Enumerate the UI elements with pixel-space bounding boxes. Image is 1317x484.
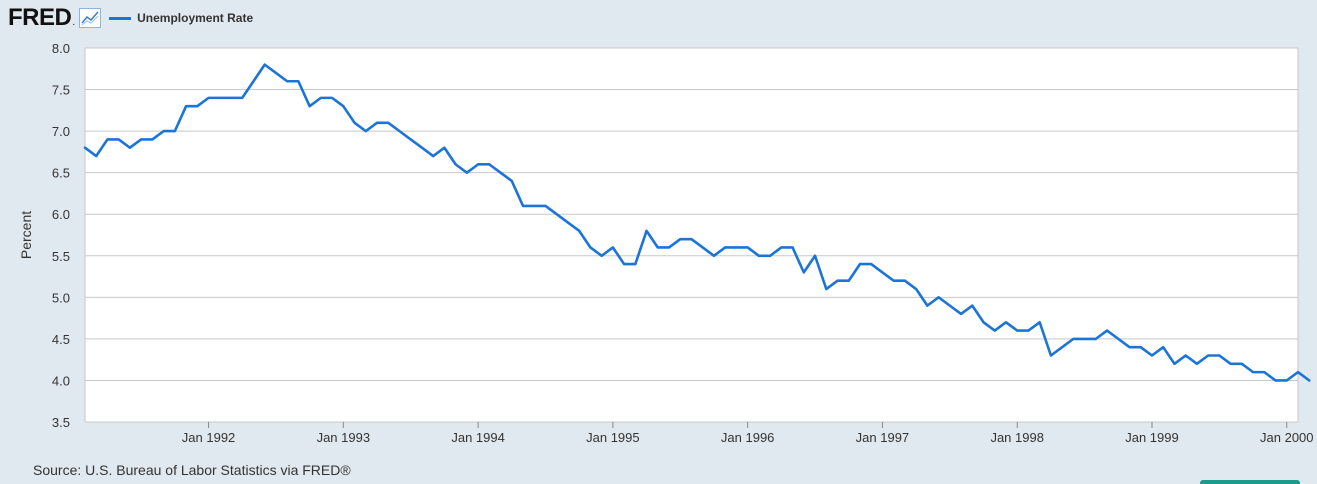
line-chart: 3.54.04.55.05.56.06.57.07.58.0 Jan 1992 J…: [18, 41, 1314, 445]
series-group: [83, 63, 1311, 382]
plot-area: [85, 48, 1298, 422]
edit-graph-button[interactable]: [1200, 480, 1300, 484]
x-tick-label: Jan 1997: [856, 430, 910, 445]
y-tick-label: 7.5: [52, 83, 70, 98]
y-tick-label: 4.5: [52, 332, 70, 347]
y-tick-label: 6.0: [52, 207, 70, 222]
y-tick-label: 3.5: [52, 415, 70, 430]
y-tick-label: 4.0: [52, 373, 70, 388]
chart-header: FRED . Unemployment Rate: [8, 4, 253, 32]
y-tick-label: 8.0: [52, 41, 70, 56]
y-axis-ticks: 3.5 4.0 4.5 5.0 5.5 6.0 6.5 7.0 7.5 8.0: [52, 41, 70, 430]
x-tick-label: Jan 1998: [990, 430, 1044, 445]
x-tick-label: Jan 1999: [1125, 430, 1179, 445]
x-tick-label: Jan 2000: [1260, 430, 1314, 445]
x-tick-label: Jan 1992: [182, 430, 236, 445]
grid-lines: [84, 47, 1299, 423]
source-note: Source: U.S. Bureau of Labor Statistics …: [33, 462, 351, 478]
x-tick-label: Jan 1993: [317, 430, 371, 445]
fred-logo-mark: .: [72, 17, 76, 28]
y-tick-label: 6.5: [52, 166, 70, 181]
y-tick-label: 5.0: [52, 290, 70, 305]
legend-series-label: Unemployment Rate: [137, 11, 254, 25]
x-axis-ticks: Jan 1992 Jan 1993 Jan 1994 Jan 1995 Jan 1996…: [182, 422, 1314, 445]
x-tick-label: Jan 1994: [451, 430, 505, 445]
x-tick-label: Jan 1996: [721, 430, 775, 445]
y-tick-label: 7.0: [52, 124, 70, 139]
y-tick-label: 5.5: [52, 249, 70, 264]
fred-logo[interactable]: FRED: [8, 4, 72, 31]
y-axis-label: Percent: [18, 211, 34, 259]
legend-swatch: [109, 16, 132, 20]
x-tick-label: Jan 1995: [586, 430, 640, 445]
series-line-unemployment-rate[interactable]: [83, 63, 1311, 382]
line-chart-icon[interactable]: [79, 8, 102, 28]
